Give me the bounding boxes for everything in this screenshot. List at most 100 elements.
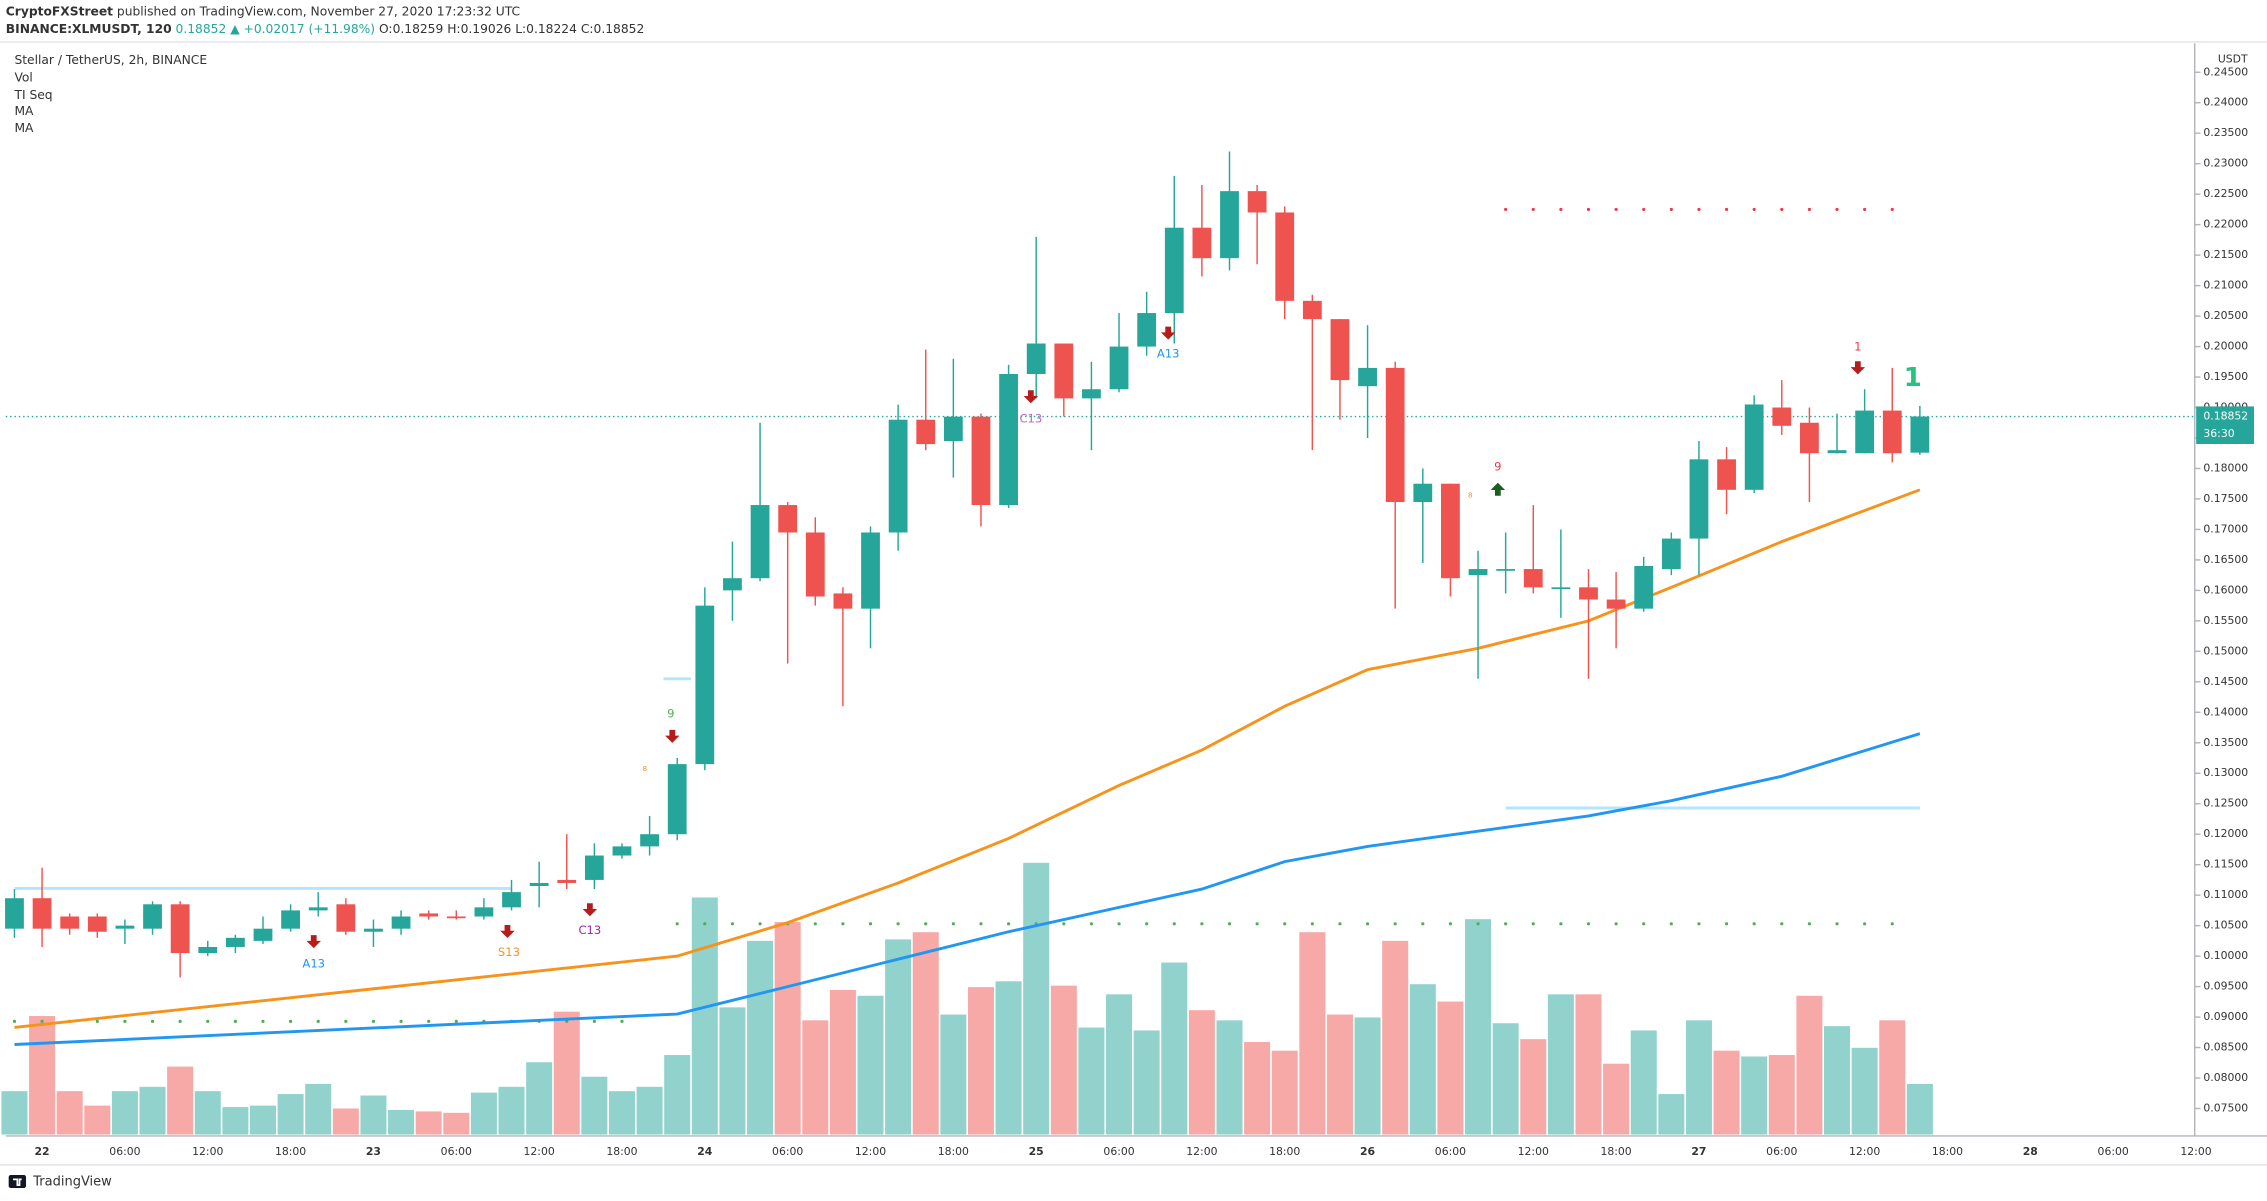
candle-body — [916, 419, 936, 445]
volume-bar — [29, 1016, 56, 1135]
volume-bar — [332, 1108, 359, 1135]
y-tick-label: 0.20500 — [2203, 309, 2248, 322]
x-tick-label: 24 — [697, 1145, 713, 1158]
volume-bar — [443, 1112, 470, 1135]
candle-body — [1192, 227, 1212, 259]
volume-bar — [1299, 932, 1326, 1135]
y-tick-label: 0.10000 — [2203, 949, 2248, 962]
candle-body — [1164, 227, 1184, 314]
candle-body — [1413, 483, 1433, 502]
sell-arrow — [665, 729, 680, 743]
volume-bar — [967, 987, 994, 1135]
legend-item: MA — [14, 121, 34, 135]
seq-label: 1 — [1854, 339, 1861, 353]
x-tick-label: 25 — [1029, 1145, 1044, 1158]
sell-arrow — [500, 924, 515, 938]
price-tag-label: 0.18852 — [2203, 410, 2248, 423]
volume-bar — [1796, 995, 1823, 1135]
seq-label: C13 — [578, 923, 601, 937]
volume-bar — [1520, 1039, 1547, 1135]
y-tick-label: 0.24000 — [2203, 96, 2248, 109]
y-tick-label: 0.08000 — [2203, 1071, 2248, 1084]
candle-body — [1551, 587, 1571, 590]
volume-bar — [581, 1076, 608, 1135]
x-tick-label: 06:00 — [772, 1145, 803, 1158]
candle-body — [1054, 343, 1074, 399]
seq-label: 8 — [643, 764, 648, 773]
candle-body — [1717, 459, 1736, 490]
candle-body — [1385, 367, 1405, 502]
x-tick-label: 23 — [366, 1145, 381, 1158]
y-tick-label: 0.21000 — [2203, 279, 2248, 292]
volume-bar — [636, 1086, 663, 1135]
x-tick-label: 12:00 — [1849, 1145, 1880, 1158]
candle-body — [1855, 410, 1875, 454]
y-tick-label: 0.16500 — [2203, 553, 2248, 566]
candle-body — [1523, 569, 1543, 588]
candle-body — [1606, 599, 1626, 609]
volume-bar — [995, 981, 1022, 1135]
x-tick-label: 06:00 — [441, 1145, 472, 1158]
y-tick-label: 0.18000 — [2203, 461, 2248, 474]
footer: TradingView — [32, 1175, 112, 1190]
legend-title: Stellar / TetherUS, 2h, BINANCE — [14, 53, 207, 67]
volume-bar — [1050, 985, 1077, 1135]
legend-item: TI Seq — [13, 88, 52, 102]
x-tick-label: 12:00 — [192, 1145, 223, 1158]
price-tag — [2196, 406, 2254, 444]
volume-bar — [719, 1007, 746, 1135]
sell-arrow — [306, 935, 321, 949]
volume-bar — [664, 1055, 691, 1135]
ohlc: O:0.18259 — [379, 21, 443, 35]
candle-body — [281, 910, 301, 929]
volume-bar — [305, 1083, 332, 1135]
candle-body — [32, 898, 52, 929]
y-tick-label: 0.07500 — [2203, 1102, 2248, 1115]
x-tick-label: 12:00 — [2180, 1145, 2211, 1158]
volume-bar — [498, 1086, 525, 1135]
candle-body — [1772, 407, 1792, 426]
candle-body — [833, 593, 853, 609]
seq-label: 9 — [1494, 459, 1501, 473]
x-tick-label: 12:00 — [524, 1145, 555, 1158]
y-tick-label: 0.12000 — [2203, 827, 2248, 840]
seq-label: 8 — [1468, 491, 1473, 500]
candle-body — [170, 904, 190, 954]
volume-bar — [912, 932, 939, 1135]
candle-body — [971, 416, 991, 506]
candle-body — [1358, 367, 1377, 387]
volume-bar — [1824, 1026, 1851, 1135]
y-tick-label: 0.13000 — [2203, 766, 2248, 779]
candle-body — [1882, 410, 1902, 454]
x-tick-label: 18:00 — [1600, 1145, 1631, 1158]
legend-item: Vol — [14, 71, 32, 85]
ohlc: C:0.18852 — [581, 21, 644, 35]
volume-bar — [222, 1107, 249, 1135]
publisher: CryptoFXStreet — [6, 4, 113, 18]
y-tick-label: 0.21500 — [2203, 248, 2248, 261]
y-tick-label: 0.14500 — [2203, 675, 2248, 688]
y-tick-label: 0.14000 — [2203, 705, 2248, 718]
volume-bar — [1741, 1056, 1768, 1135]
sell-arrow — [1023, 390, 1039, 404]
volume-bar — [56, 1091, 83, 1135]
y-tick-label: 0.19500 — [2203, 370, 2248, 383]
y-tick-label: 0.11500 — [2203, 858, 2248, 871]
candle-body — [1220, 191, 1239, 259]
candle-body — [391, 916, 411, 929]
volume-bar — [1161, 962, 1188, 1135]
candle-body — [640, 834, 659, 847]
candle-body — [943, 416, 963, 442]
candle-body — [446, 916, 466, 919]
ohlc: L:0.18224 — [515, 21, 577, 35]
volume-bar — [1603, 1063, 1630, 1135]
tradingview-logo — [8, 1174, 27, 1188]
volume-bar — [885, 939, 912, 1135]
candle-body — [143, 904, 162, 929]
seq-label: A13 — [302, 956, 325, 970]
volume-bar — [1382, 940, 1409, 1135]
volume-bar — [111, 1091, 138, 1135]
volume-bar — [774, 922, 801, 1135]
y-tick-label: 0.23500 — [2203, 126, 2248, 139]
